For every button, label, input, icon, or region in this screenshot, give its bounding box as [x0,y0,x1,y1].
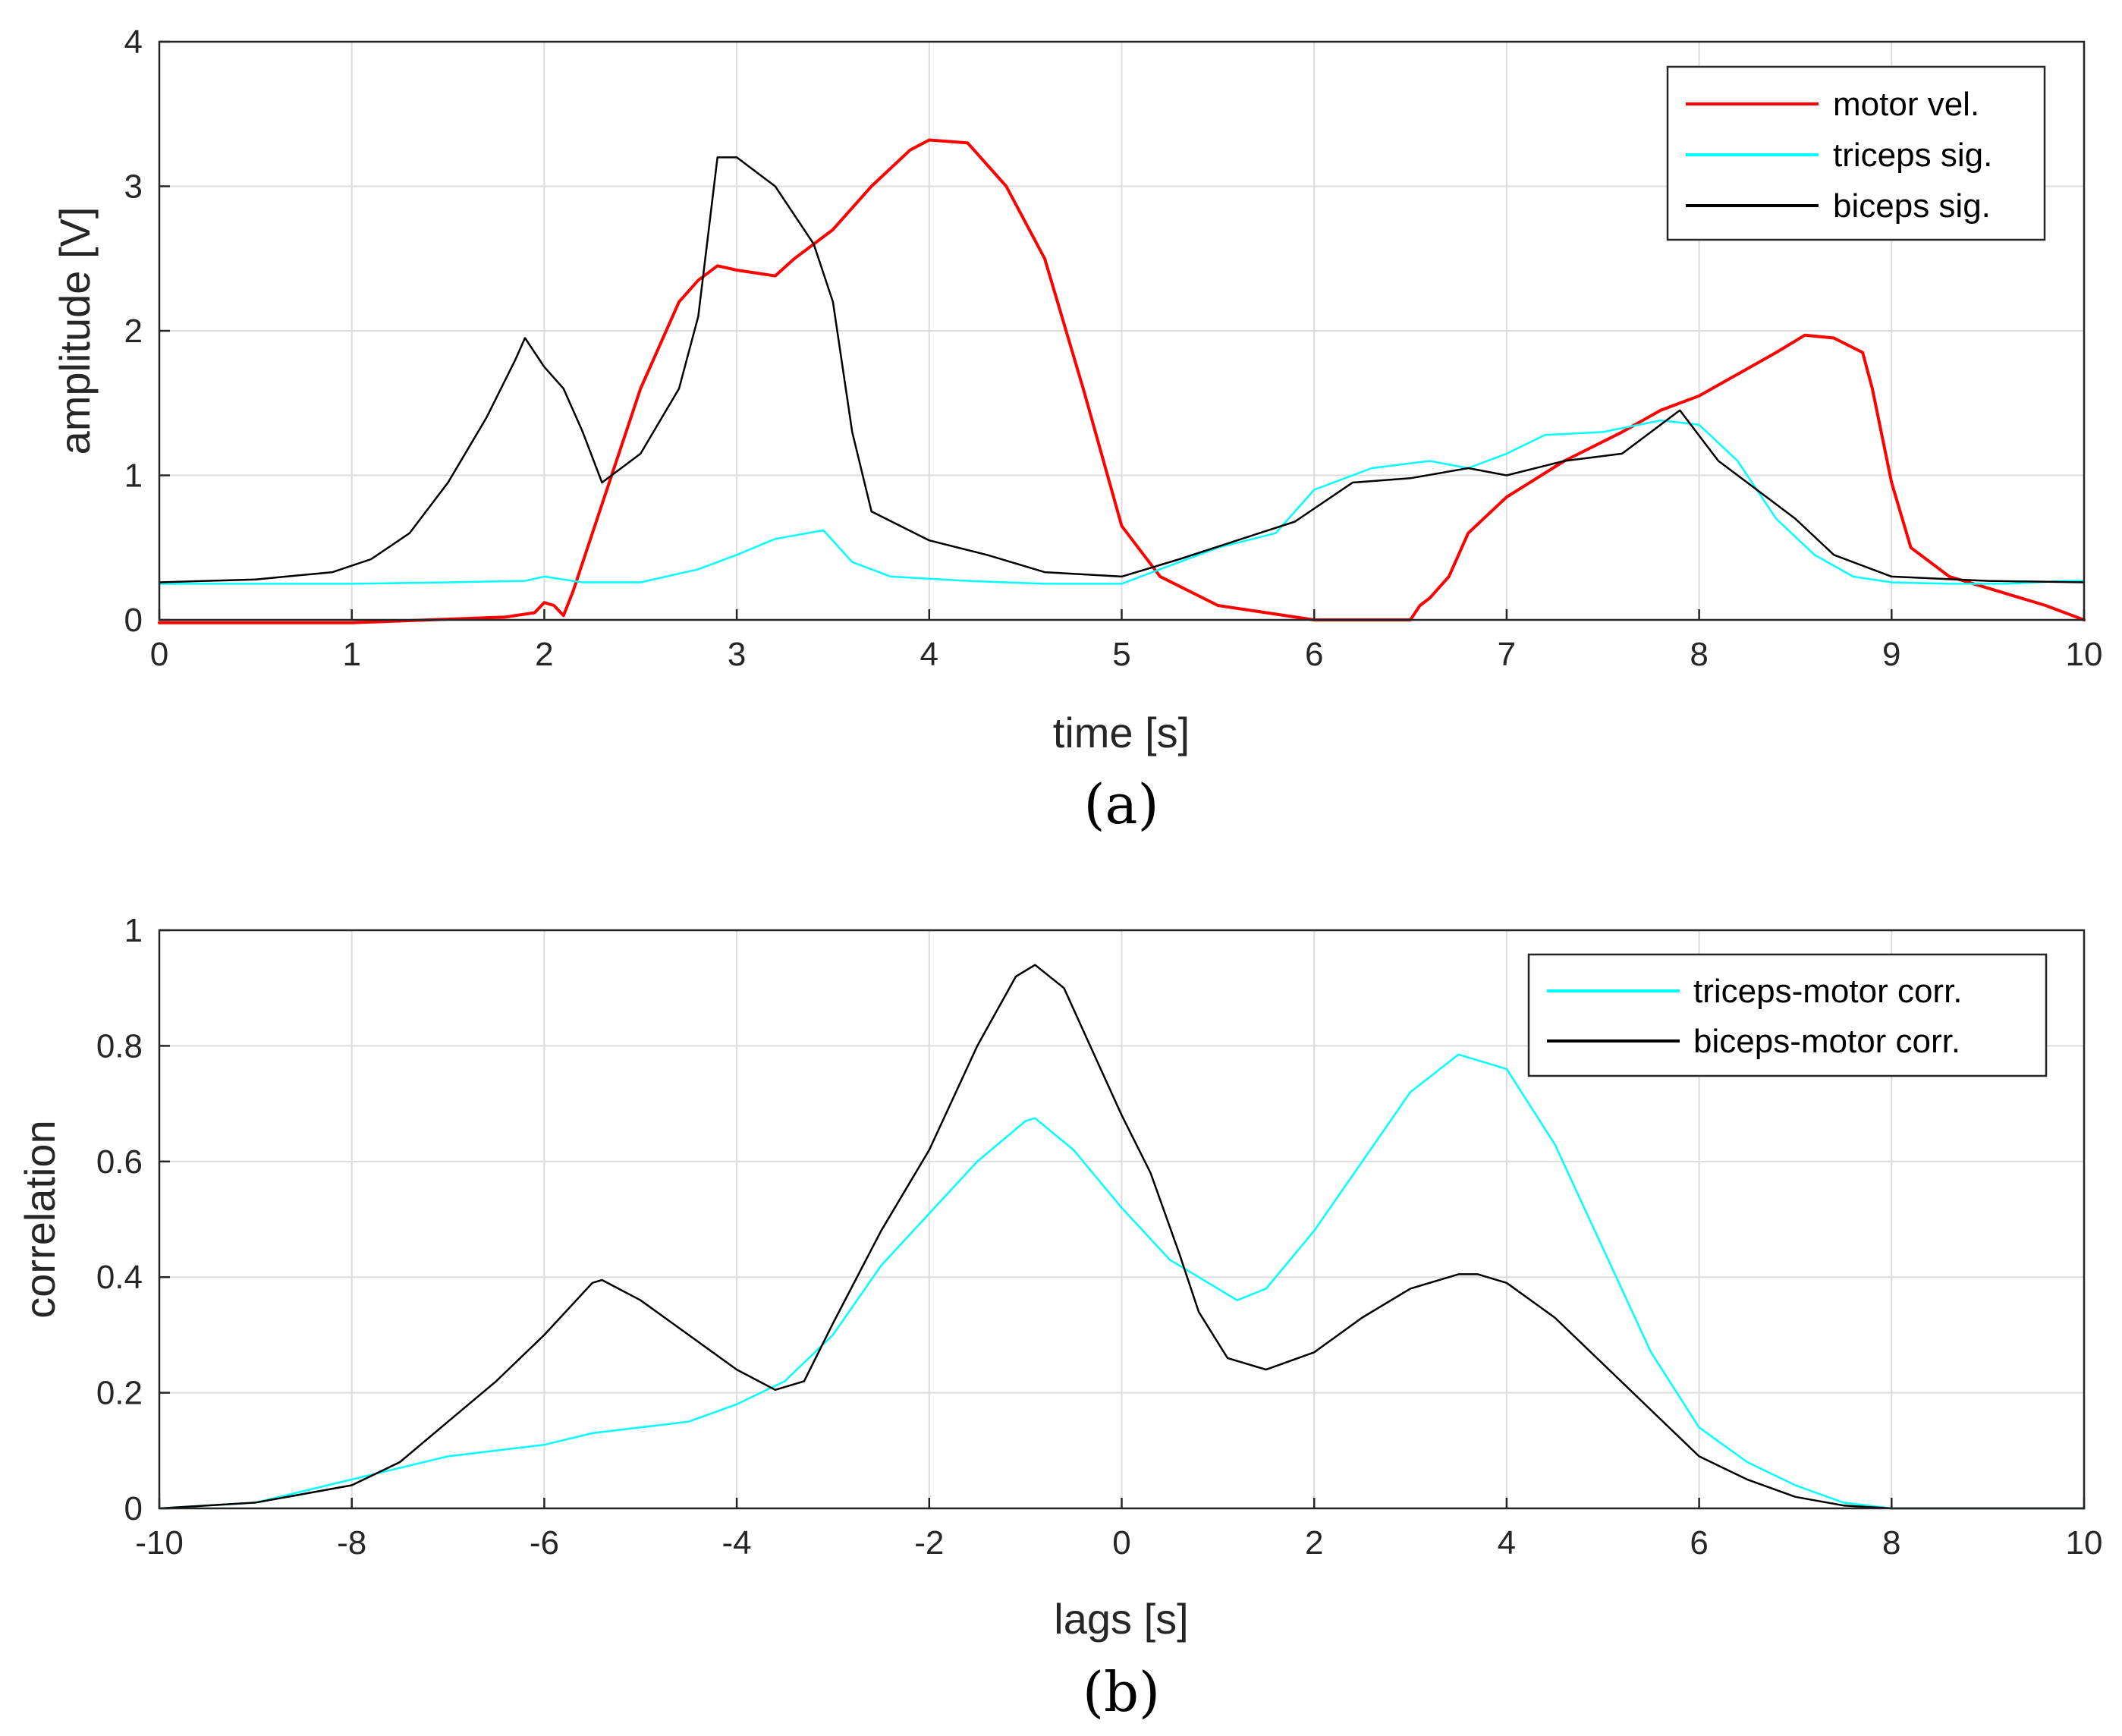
chart-a-legend-label-2: biceps sig. [1833,187,1991,225]
chart-b-xtick-label: -6 [530,1524,559,1561]
chart-a-ytick-label: 1 [124,458,143,495]
chart-a-ticks: 0 1 2 3 4 5 6 7 8 9 10 0 1 2 3 4 [124,24,2103,673]
chart-b-legend: triceps-motor corr. biceps-motor corr. [1527,953,2048,1077]
chart-a-xtick-label: 7 [1498,636,1516,673]
chart-b-ytick-label: 1 [124,912,143,949]
chart-b-xlabel: lags [s] [1054,1595,1188,1643]
chart-a-ytick-label: 4 [124,24,143,61]
chart-a-xtick-label: 6 [1305,636,1323,673]
chart-a-xtick-label: 1 [342,636,360,673]
chart-b-ytick-label: 0.6 [96,1143,143,1181]
chart-a-xtick-label: 0 [150,636,168,673]
chart-a-series-line-triceps-sig [158,419,2086,585]
chart-a-legend-label-0: motor vel. [1833,86,1979,123]
chart-b-ytick-label: 0 [124,1490,143,1527]
chart-a-xtick-label: 5 [1112,636,1130,673]
chart-b-xtick-label: -2 [914,1524,944,1561]
chart-b-legend-label-0: triceps-motor corr. [1693,973,1963,1010]
chart-b-series-line-triceps-motor-corr [158,1053,2086,1510]
chart-b-xtick-label: -4 [722,1524,752,1561]
chart-a-legend: motor vel. triceps sig. biceps sig. [1666,65,2046,241]
chart-b-xtick-label: 2 [1305,1524,1323,1561]
chart-b-xtick-label: 0 [1112,1524,1130,1561]
chart-b-xtick-label: 8 [1882,1524,1900,1561]
chart-b-ytick-label: 0.2 [96,1375,143,1412]
chart-b-xtick-label: 6 [1690,1524,1708,1561]
chart-a-series [158,138,2086,624]
chart-a-ytick-label: 3 [124,168,143,206]
chart-b-xtick-label: 10 [2066,1524,2103,1561]
chart-a-ylabel: amplitude [V] [51,207,99,455]
chart-a-xtick-label: 2 [535,636,553,673]
chart-b: -10 -8 -6 -4 -2 0 2 4 6 8 10 0 0.2 0.4 0.6 0.8 1 lags [s… [16,912,2102,1724]
chart-a-ytick-label: 0 [124,602,143,639]
chart-b-legend-label-1: biceps-motor corr. [1693,1023,1960,1060]
chart-b-xtick-label: -8 [337,1524,366,1561]
chart-a-xtick-label: 10 [2066,636,2103,673]
chart-a-xtick-label: 9 [1882,636,1900,673]
chart-a-panel-label: (a) [1083,772,1158,836]
chart-a-series-line-biceps-sig [158,156,2086,583]
chart-b-series-line-biceps-motor-corr [158,964,2086,1510]
chart-b-ytick-label: 0.4 [96,1259,143,1296]
chart-b-legend-box [1527,953,2048,1077]
chart-a-series-line-motor-vel [158,138,2086,624]
chart-b-xtick-label: 4 [1498,1524,1516,1561]
chart-b-xtick-label: -10 [135,1524,184,1561]
chart-b-ticks: -10 -8 -6 -4 -2 0 2 4 6 8 10 0 0.2 0.4 0.6 0.8 1 [96,912,2103,1561]
chart-a-legend-label-1: triceps sig. [1833,137,1992,174]
chart-a-xtick-label: 8 [1690,636,1708,673]
chart-a-xtick-label: 4 [920,636,938,673]
chart-b-ylabel: correlation [16,1120,64,1318]
chart-a-xtick-label: 3 [728,636,746,673]
chart-b-series [158,964,2086,1510]
chart-a: 0 1 2 3 4 5 6 7 8 9 10 0 1 2 3 4 time [s] amplitude [V]… [51,24,2102,836]
chart-b-ytick-label: 0.8 [96,1027,143,1065]
chart-a-xlabel: time [s] [1053,709,1190,756]
chart-b-panel-label: (b) [1083,1660,1160,1724]
chart-a-ytick-label: 2 [124,313,143,350]
